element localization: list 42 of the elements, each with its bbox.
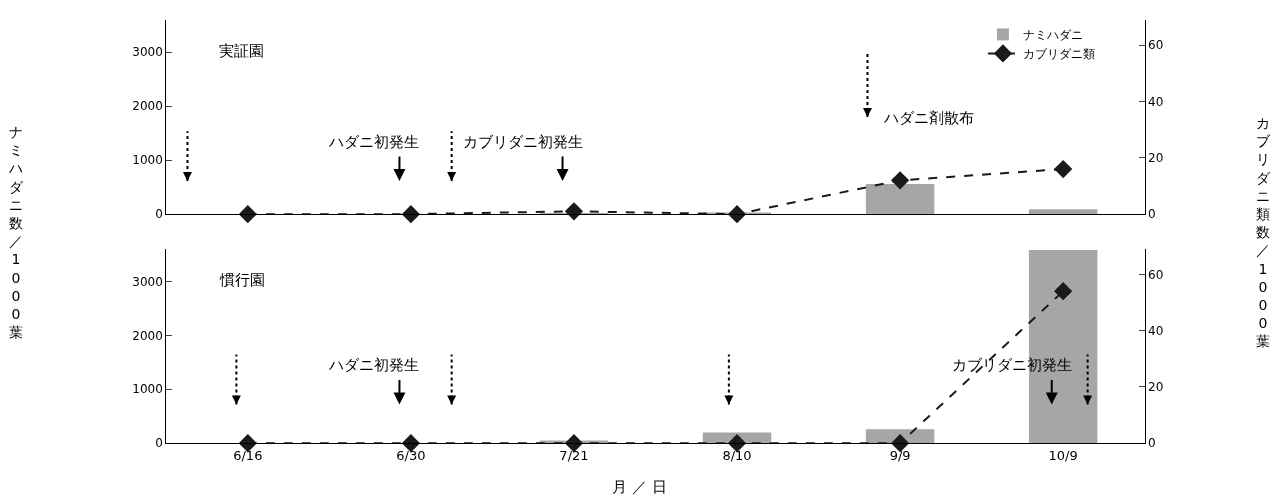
annotation: カブリダニ初発生: [952, 356, 1072, 374]
y-tick-label: 3000: [132, 274, 163, 289]
y2-tick-label: 20: [1148, 380, 1164, 395]
legend-label: カブリダニ類: [1022, 47, 1095, 62]
annotation: ハダニ剤散布: [883, 109, 974, 127]
point: [564, 202, 584, 221]
point: [401, 205, 420, 224]
y-tick-label: 2000: [132, 328, 163, 343]
x-tick-label: 10/9: [1048, 447, 1078, 463]
text: カブリダニ類数／1000葉: [1256, 115, 1270, 350]
y2-tick-label: 0: [1148, 436, 1156, 451]
y-tick-label: 0: [155, 436, 163, 451]
y-tick-label: 0: [155, 207, 163, 222]
y-tick-label: 1000: [132, 382, 163, 397]
x-tick-label: 9/9: [889, 447, 911, 463]
bar: [1028, 250, 1098, 444]
text: ナミハダニ数／1000葉: [9, 124, 23, 341]
x-tick-label: 6/16: [233, 447, 263, 463]
annotation: 慣行園: [219, 271, 265, 289]
annotation: カブリダニ初発生: [463, 133, 583, 151]
y2-tick-label: 60: [1148, 267, 1164, 282]
legend-label: ナミハダニ: [1022, 28, 1083, 43]
y2-tick-label: 40: [1148, 323, 1164, 338]
x-tick-label: 6/30: [396, 447, 426, 463]
x-tick-label: 8/10: [722, 447, 752, 463]
annotation: 実証園: [219, 42, 264, 60]
y2-tick-label: 40: [1148, 94, 1164, 109]
point: [891, 171, 910, 190]
y2-tick-label: 20: [1148, 151, 1164, 166]
point: [1054, 160, 1073, 179]
y-tick-label: 2000: [132, 99, 163, 114]
point: [238, 205, 257, 224]
x-axis-title: 月 ／ 日: [612, 478, 667, 496]
annotation: ハダニ初発生: [328, 356, 419, 374]
bar: [1028, 209, 1098, 215]
bar: [865, 183, 935, 215]
x-tick-label: 7/21: [559, 447, 589, 463]
annotation: ハダニ初発生: [328, 133, 419, 151]
y2-tick-label: 0: [1148, 207, 1156, 222]
y2-tick-label: 60: [1148, 38, 1164, 53]
y-tick-label: 1000: [132, 153, 163, 168]
y-tick-label: 3000: [132, 45, 163, 60]
